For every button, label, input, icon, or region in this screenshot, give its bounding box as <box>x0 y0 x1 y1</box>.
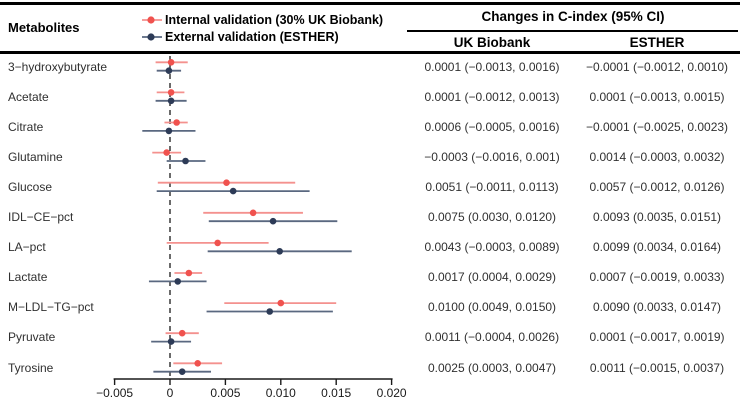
ci-value-esther: −0.0001 (−0.0025, 0.0023) <box>585 119 729 134</box>
ci-value-ukb: 0.0025 (0.0003, 0.0047) <box>427 360 557 375</box>
point-external <box>167 97 175 105</box>
point-internal <box>249 209 257 217</box>
metabolite-label: Lactate <box>8 270 48 285</box>
point-internal <box>167 89 175 96</box>
x-axis-tick-label: 0.005 <box>210 386 240 400</box>
ci-value-esther: 0.0093 (0.0035, 0.0151) <box>592 210 722 224</box>
legend-label-internal: Internal validation (30% UK Biobank) <box>165 13 384 28</box>
ci-value-ukb: 0.0075 (0.0030, 0.0120) <box>427 210 557 224</box>
point-external <box>165 67 173 74</box>
ci-value-esther: 0.0057 (−0.0012, 0.0126) <box>589 179 725 194</box>
point-external <box>165 127 173 135</box>
point-external <box>276 248 283 255</box>
metabolite-label: Acetate <box>8 89 49 104</box>
external-pointrange-icon <box>142 33 162 41</box>
ci-value-ukb: 0.0001 (−0.0012, 0.0013) <box>424 89 560 104</box>
top-border-line <box>0 2 740 5</box>
point-internal <box>223 179 230 186</box>
point-internal <box>178 329 186 337</box>
metabolite-label: Glutamine <box>8 149 63 164</box>
ci-value-ukb: 0.0001 (−0.0013, 0.0016) <box>424 59 560 74</box>
metabolite-label: Tyrosine <box>8 360 54 375</box>
legend-label-external: External validation (ESTHER) <box>165 29 339 44</box>
x-axis-tick-label: 0 <box>167 386 174 400</box>
header-bottom-border-line <box>0 51 740 54</box>
ci-value-esther: 0.0001 (−0.0017, 0.0019) <box>589 330 725 345</box>
point-external <box>167 338 175 345</box>
metabolite-label: Pyruvate <box>8 330 56 345</box>
legend-item-internal: Internal validation (30% UK Biobank) <box>141 12 383 29</box>
point-internal <box>277 299 285 307</box>
metabolite-label: IDL−CE−pct <box>8 210 74 224</box>
changes-title: Changes in C-index (95% CI) <box>481 9 665 24</box>
metabolite-label: 3−hydroxybutyrate <box>8 59 108 74</box>
point-external <box>174 278 182 285</box>
point-internal <box>163 149 170 156</box>
point-external <box>269 217 277 225</box>
point-internal <box>185 269 193 277</box>
changes-title-underline <box>407 30 738 32</box>
ci-value-esther: 0.0090 (0.0033, 0.0147) <box>592 300 722 315</box>
legend: Internal validation (30% UK Biobank) Ext… <box>141 12 383 45</box>
ci-value-esther: 0.0001 (−0.0013, 0.0015) <box>589 89 725 104</box>
metabolite-label: M−LDL−TG−pct <box>8 300 94 315</box>
ci-value-esther: 0.0014 (−0.0003, 0.0032) <box>589 149 725 164</box>
ci-value-ukb: 0.0100 (0.0049, 0.0150) <box>427 300 557 315</box>
point-external <box>266 308 274 315</box>
metabolite-label: Citrate <box>8 119 44 134</box>
ci-value-ukb: 0.0043 (−0.0003, 0.0089) <box>424 240 560 255</box>
point-external <box>178 368 186 376</box>
ci-value-ukb: 0.0011 (−0.0004, 0.0026) <box>424 330 560 345</box>
metabolites-column-header: Metabolites <box>8 20 80 35</box>
ci-value-esther: 0.0099 (0.0034, 0.0164) <box>592 240 722 255</box>
ci-value-ukb: −0.0003 (−0.0016, 0.001) <box>424 149 560 164</box>
ci-value-ukb: 0.0017 (0.0004, 0.0029) <box>427 270 557 285</box>
ci-value-ukb: 0.0006 (−0.0005, 0.0016) <box>424 119 560 134</box>
x-axis-tick-label: 0.015 <box>321 386 351 400</box>
ci-value-esther: 0.0011 (−0.0015, 0.0037) <box>589 360 725 375</box>
ci-value-esther: −0.0001 (−0.0012, 0.0010) <box>585 59 729 74</box>
column-header-esther: ESTHER <box>629 35 685 50</box>
x-axis-tick-label: 0.020 <box>377 386 407 400</box>
column-header-uk-biobank: UK Biobank <box>453 35 531 50</box>
x-axis-tick-label: −0.005 <box>96 386 133 400</box>
x-axis-tick-label: 0.010 <box>266 386 296 400</box>
legend-item-external: External validation (ESTHER) <box>141 29 383 46</box>
point-internal <box>214 239 221 247</box>
point-internal <box>194 360 201 367</box>
ci-value-esther: 0.0007 (−0.0019, 0.0033) <box>589 270 725 285</box>
point-internal <box>173 119 180 126</box>
internal-pointrange-icon <box>142 16 162 24</box>
point-external <box>229 187 237 195</box>
ci-value-ukb: 0.0051 (−0.0011, 0.0113) <box>425 179 559 194</box>
metabolite-label: Glucose <box>8 179 53 194</box>
point-internal <box>167 59 175 66</box>
metabolite-label: LA−pct <box>8 240 46 255</box>
point-external <box>182 157 189 165</box>
